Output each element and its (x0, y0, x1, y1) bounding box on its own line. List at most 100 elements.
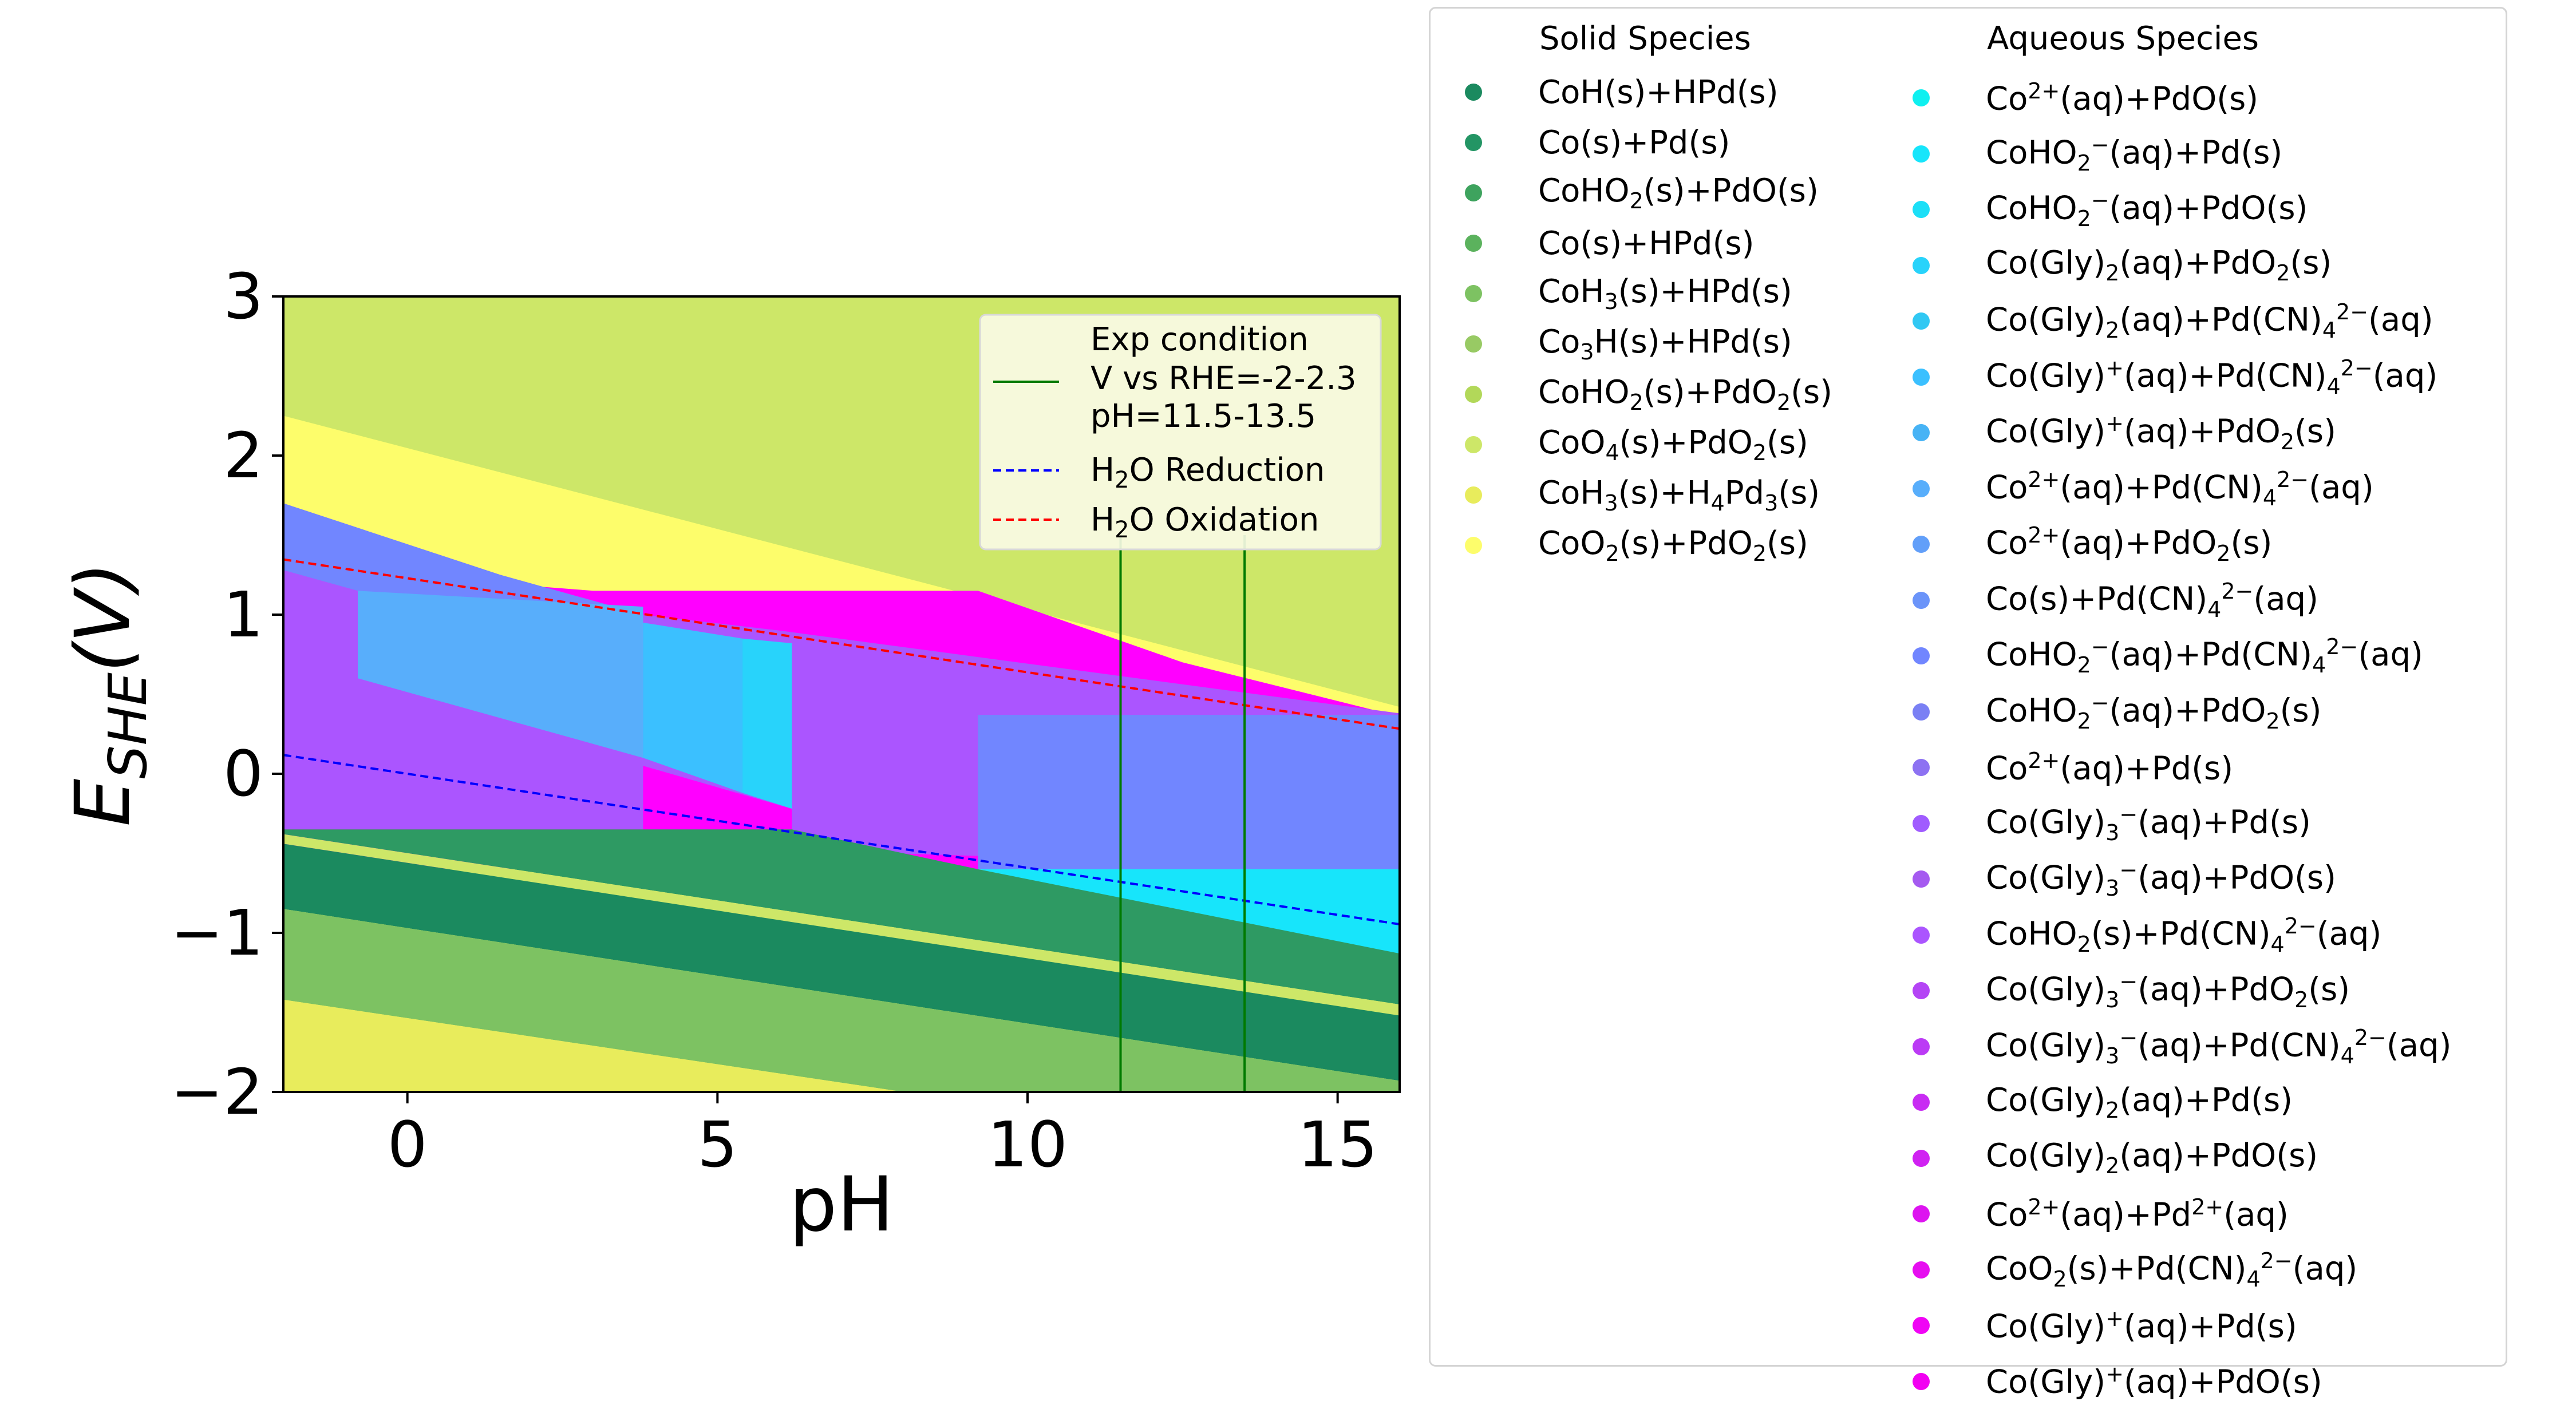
pourbaix-chart: 0 5 10 15 −2 −1 0 1 2 3 pH ESHE(V) Exp condition… (59, 260, 1401, 1249)
legend-marker (1465, 134, 1482, 151)
legend-label: Co(Gly)3−(aq)+PdO(s) (1986, 857, 2336, 901)
x-axis-ticks: 0 5 10 15 (388, 1092, 1378, 1181)
aqueous-legend-item: Co(Gly)3−(aq)+Pd(s) (1913, 796, 2311, 851)
phase-region-7 (742, 638, 792, 809)
legend-label: CoHO2(s)+Pd(CN)42−(aq) (1986, 913, 2382, 957)
legend-label: Co2+(aq)+Pd2+(aq) (1986, 1194, 2289, 1234)
legend-marker (1913, 312, 1930, 330)
legend-label: Co(Gly)2(aq)+Pd(CN)42−(aq) (1986, 299, 2433, 343)
legend-label: CoHO2−(aq)+PdO(s) (1986, 188, 2308, 231)
plot-frame (282, 295, 1401, 1093)
inset-legend-frame (979, 314, 1382, 551)
phase-region-15 (283, 999, 904, 1092)
solid-species-header: Solid Species (1539, 20, 1751, 57)
aqueous-legend-item: CoHO2−(aq)+Pd(CN)42−(aq) (1913, 628, 2423, 683)
legend-marker (1913, 870, 1930, 888)
legend-marker (1913, 201, 1930, 218)
chart-lines (283, 535, 1400, 1092)
y-axis-label: ESHE(V) (59, 562, 159, 826)
solid-legend-item: CoH3(s)+H4Pd3(s) (1465, 468, 1820, 523)
legend-marker (1913, 1317, 1930, 1334)
legend-marker (1913, 89, 1930, 106)
aqueous-legend-item: Co2+(aq)+Pd(CN)42−(aq) (1913, 461, 2374, 516)
legend-label: CoH3(s)+H4Pd3(s) (1538, 474, 1820, 516)
solid-legend-item: Co(s)+Pd(s) (1465, 115, 1730, 170)
phase-region-6 (643, 622, 742, 793)
aqueous-legend-item: Co2+(aq)+PdO(s) (1913, 70, 2258, 125)
legend-marker (1913, 424, 1930, 441)
solid-legend-item: CoH3(s)+HPd(s) (1465, 266, 1792, 321)
legend-marker (1913, 1094, 1930, 1111)
legend-label-exp-line2: V vs RHE=-2-2.3 (1091, 360, 1357, 397)
aqueous-legend-item: Co(Gly)+(aq)+Pd(s) (1913, 1298, 2297, 1353)
legend-label: CoHO2(s)+PdO2(s) (1538, 373, 1832, 415)
legend-label: CoHO2−(aq)+PdO2(s) (1986, 690, 2322, 734)
aqueous-legend-item: Co(Gly)+(aq)+PdO(s) (1913, 1354, 2322, 1409)
solid-legend-item: CoH(s)+HPd(s) (1465, 65, 1779, 120)
legend-label: Co2+(aq)+Pd(s) (1986, 747, 2234, 787)
legend-label: CoHO2−(aq)+Pd(CN)42−(aq) (1986, 634, 2423, 678)
legend-label: CoH(s)+HPd(s) (1538, 73, 1779, 111)
legend-marker (1913, 1149, 1930, 1167)
legend-marker (1465, 184, 1482, 201)
aqueous-legend-item: Co(Gly)2(aq)+PdO2(s) (1913, 238, 2332, 293)
legend-marker (1465, 285, 1482, 302)
legend-marker (1913, 647, 1930, 664)
y-axis-ticks: −2 −1 0 1 2 3 (171, 260, 283, 1129)
legend-marker (1913, 145, 1930, 163)
y-tick-label: 2 (223, 419, 263, 492)
y-tick-label: 0 (223, 737, 263, 810)
legend-label: Co(Gly)3−(aq)+Pd(CN)42−(aq) (1986, 1024, 2452, 1068)
legend-label: Co(Gly)+(aq)+Pd(s) (1986, 1305, 2297, 1345)
legend-marker (1913, 926, 1930, 944)
legend-marker (1913, 256, 1930, 274)
legend-marker (1465, 235, 1482, 252)
legend-label-exp-line1: Exp condition (1091, 321, 1309, 358)
legend-label: CoO2(s)+PdO2(s) (1538, 524, 1808, 567)
legend-label-reduction: H2O Reduction (1091, 452, 1325, 493)
aqueous-legend-item: Co(Gly)2(aq)+Pd(s) (1913, 1075, 2293, 1130)
species-legend: Solid Species Aqueous Species CoH(s)+HPd… (1429, 7, 2507, 1401)
y-tick-label: 3 (223, 260, 263, 333)
aqueous-legend-item: CoHO2−(aq)+PdO2(s) (1913, 684, 2322, 739)
legend-label: CoHO2(s)+PdO(s) (1538, 172, 1819, 214)
legend-marker (1913, 480, 1930, 497)
aqueous-species-header: Aqueous Species (1987, 20, 2259, 57)
legend-marker (1913, 1038, 1930, 1055)
y-tick-label: 1 (223, 578, 263, 651)
aqueous-legend-item: Co(Gly)3−(aq)+Pd(CN)42−(aq) (1913, 1019, 2451, 1074)
legend-label: Co(s)+HPd(s) (1538, 224, 1755, 262)
legend-marker (1913, 814, 1930, 832)
phase-region-5 (358, 591, 643, 758)
solid-legend-item: CoO2(s)+PdO2(s) (1465, 518, 1808, 573)
legend-label: Co(Gly)+(aq)+PdO2(s) (1986, 411, 2336, 454)
solid-legend-item: CoHO2(s)+PdO2(s) (1465, 367, 1832, 422)
legend-label: Co(Gly)2(aq)+Pd(s) (1986, 1081, 2293, 1123)
y-tick-label: −1 (171, 896, 263, 969)
legend-marker (1913, 703, 1930, 721)
legend-marker (1465, 537, 1482, 554)
legend-marker (1465, 486, 1482, 504)
legend-label: Co(Gly)+(aq)+Pd(CN)42−(aq) (1986, 355, 2438, 399)
legend-marker (1465, 84, 1482, 101)
legend-label: Co(Gly)2(aq)+PdO2(s) (1986, 244, 2332, 286)
legend-label: Co(Gly)+(aq)+PdO(s) (1986, 1361, 2322, 1401)
aqueous-legend-item: Co2+(aq)+PdO2(s) (1913, 517, 2272, 572)
legend-marker (1913, 536, 1930, 553)
legend-marker (1913, 759, 1930, 776)
legend-label: Co(Gly)2(aq)+PdO(s) (1986, 1137, 2318, 1179)
x-tick-label: 15 (1298, 1108, 1378, 1181)
legend-label: Co(s)+Pd(CN)42−(aq) (1986, 578, 2318, 622)
legend-marker (1465, 436, 1482, 453)
solid-legend-item: Co3H(s)+HPd(s) (1465, 316, 1792, 371)
inset-legend: Exp condition V vs RHE=-2-2.3 pH=11.5-13… (979, 314, 1382, 551)
solid-legend-item: CoO4(s)+PdO2(s) (1465, 417, 1808, 472)
legend-label: Co(s)+Pd(s) (1538, 124, 1730, 161)
legend-label: Co2+(aq)+Pd(CN)42−(aq) (1986, 466, 2374, 510)
solid-legend-item: CoHO2(s)+PdO(s) (1465, 165, 1819, 220)
aqueous-legend-item: CoO2(s)+Pd(CN)42−(aq) (1913, 1242, 2357, 1297)
x-tick-label: 5 (697, 1108, 737, 1181)
aqueous-legend-item: Co(Gly)2(aq)+PdO(s) (1913, 1131, 2318, 1186)
legend-marker (1465, 335, 1482, 353)
legend-marker (1913, 368, 1930, 386)
